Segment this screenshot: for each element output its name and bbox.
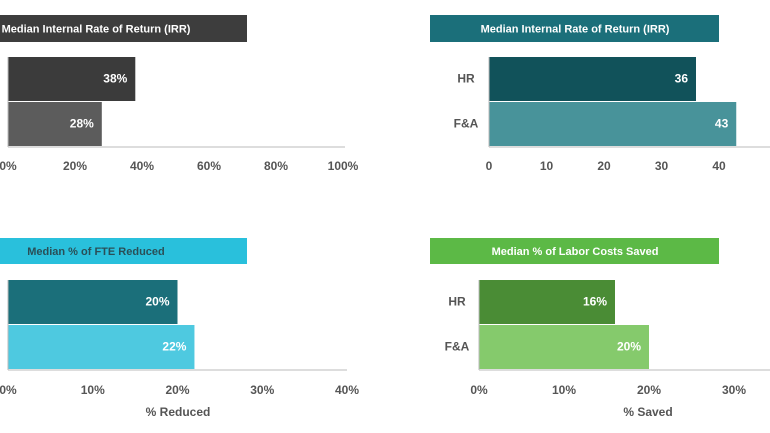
x-tick-label: 30% [250,383,274,397]
title-banner [430,15,719,42]
x-tick-label: 100% [328,159,359,173]
x-tick-label: 10% [81,383,105,397]
value-label: 20% [145,295,169,309]
bar [8,280,178,324]
x-axis-label: % Reduced [146,405,211,419]
x-tick-label: 20 [597,159,611,173]
value-label: 43 [715,117,729,131]
x-axis-label: % Saved [623,405,672,419]
bar [489,102,737,146]
x-tick-label: 80% [264,159,288,173]
title-banner [0,238,247,264]
x-tick-label: 0% [0,383,17,397]
category-label: HR [448,295,466,309]
value-label: 20% [617,340,641,354]
chart-title: Median Internal Rate of Return (IRR) [481,23,670,35]
title-banner [0,15,247,42]
x-tick-label: 10 [540,159,554,173]
x-tick-label: 10% [552,383,576,397]
bar [479,280,615,324]
x-tick-label: 30 [655,159,669,173]
bar [8,57,136,101]
category-label: F&A [454,117,479,131]
x-tick-label: 20% [165,383,189,397]
value-label: 36 [675,72,689,86]
bar [8,325,195,369]
x-tick-label: 0% [470,383,488,397]
x-tick-label: 40% [335,383,359,397]
value-label: 38% [103,72,127,86]
chart-title: Median Internal Rate of Return (IRR) [2,23,191,35]
value-label: 16% [583,295,607,309]
category-label: F&A [445,340,470,354]
x-tick-label: 0% [0,159,17,173]
x-tick-label: 30% [722,383,746,397]
x-tick-label: 60% [197,159,221,173]
x-tick-label: 40% [130,159,154,173]
x-tick-label: 0 [486,159,493,173]
category-label: HR [457,72,475,86]
x-tick-label: 40 [712,159,726,173]
value-label: 28% [70,117,94,131]
chart-title: Median % of FTE Reduced [27,246,165,258]
chart-title: Median % of Labor Costs Saved [492,246,659,258]
x-tick-label: 20% [637,383,661,397]
value-label: 22% [162,340,186,354]
bar [8,102,102,146]
bar [479,325,649,369]
bar [489,57,696,101]
title-banner [430,238,719,264]
x-tick-label: 20% [63,159,87,173]
